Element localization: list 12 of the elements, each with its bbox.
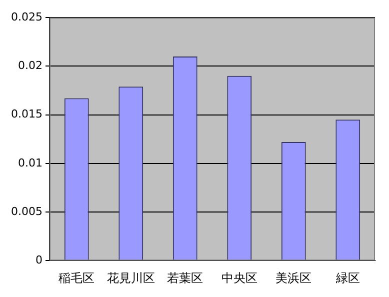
x-tick-label: 若葉区	[167, 270, 204, 285]
y-tick-label: 0.005	[10, 204, 42, 218]
y-tick-label: 0.01	[18, 156, 42, 170]
y-tick-label: 0.025	[10, 10, 42, 24]
y-tick-label: 0.02	[18, 59, 42, 72]
x-tick-label: 稲毛区	[58, 270, 95, 285]
x-tick-label: 花見川区	[106, 270, 155, 285]
y-tick-label: 0	[35, 253, 42, 266]
x-tick-label: 中央区	[221, 270, 258, 285]
y-tick-label: 0.015	[10, 108, 42, 121]
x-tick-label: 緑区	[334, 270, 360, 285]
x-tick-label: 美浜区	[276, 270, 312, 285]
